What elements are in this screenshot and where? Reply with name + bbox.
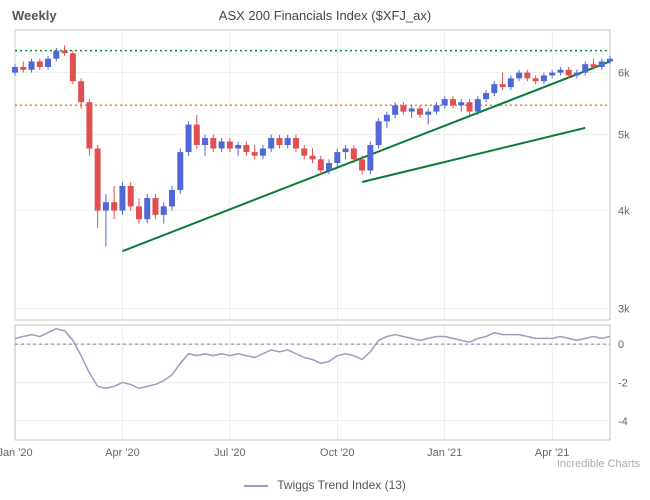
svg-text:Oct '20: Oct '20 [320,447,355,459]
svg-text:Jul '20: Jul '20 [214,447,245,459]
svg-text:4k: 4k [618,206,630,218]
svg-text:6k: 6k [618,68,630,80]
svg-text:Jan '20: Jan '20 [0,447,33,459]
svg-text:Jan '21: Jan '21 [427,447,462,459]
svg-text:-2: -2 [618,378,628,390]
svg-text:3k: 3k [618,303,630,315]
svg-text:-4: -4 [618,416,628,428]
svg-text:Apr '20: Apr '20 [105,447,140,459]
attribution: Incredible Charts [557,458,640,470]
chart-svg: 3k 4k 5k 6k Jan '20 Apr '20 Jul '20 Oct '20 Jan … [0,0,650,500]
svg-text:5k: 5k [618,130,630,142]
legend-line-icon [244,485,268,487]
legend-label: Twiggs Trend Index (13) [277,478,406,492]
svg-text:0: 0 [618,339,624,351]
legend: Twiggs Trend Index (13) [0,478,650,492]
chart-container: Weekly ASX 200 Financials Index ($XFJ_ax… [0,0,650,500]
